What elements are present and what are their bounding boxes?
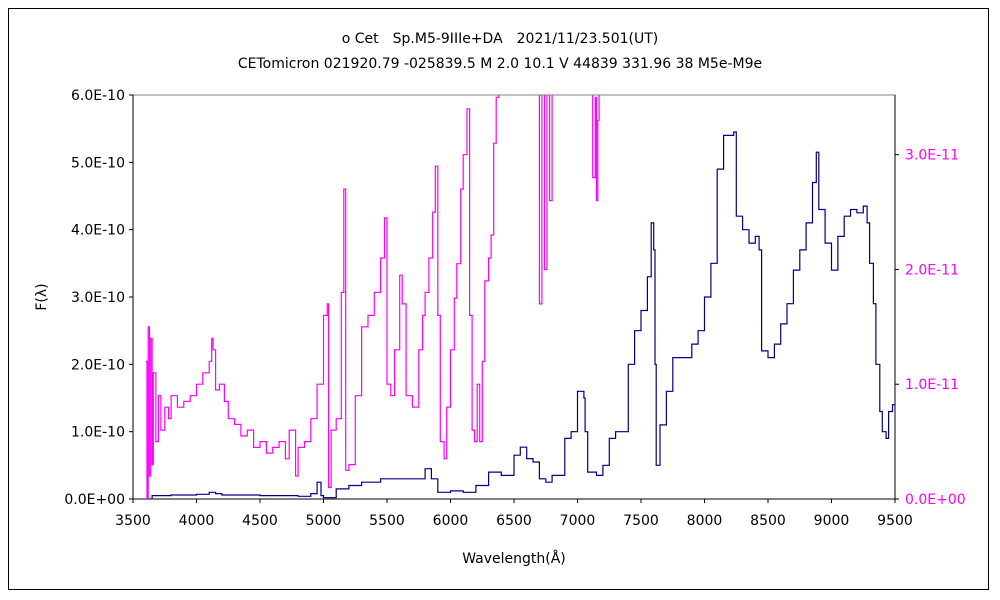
x-axis-label: Wavelength(Å) [462,550,566,567]
x-tick-label: 4500 [242,513,278,529]
y2-tick-label: 3.0E-11 [905,148,959,164]
y-tick-label: 5.0E-10 [71,155,125,171]
series-line-0 [148,131,895,499]
x-tick-label: 9500 [877,513,913,529]
y-axis-label: F(λ) [34,283,50,310]
x-tick-label: 3500 [115,513,151,529]
x-tick-label: 4000 [179,513,215,529]
plot-area [132,94,896,500]
y-tick-label: 4.0E-10 [71,223,125,239]
chart-frame [8,8,989,590]
x-tick-label: 7000 [560,513,596,529]
y-tick-label: 6.0E-10 [71,88,125,104]
x-tick-label: 8000 [687,513,723,529]
chart-subtitle: CETomicron 021920.79 -025839.5 M 2.0 10.… [237,56,763,72]
y-tick-label: 0.0E+00 [64,492,125,508]
x-tick-label: 9000 [814,513,850,529]
series-line-1 [145,95,600,499]
y-tick-label: 2.0E-10 [71,357,125,373]
y2-tick-label: 0.0E+00 [905,492,966,508]
y2-tick-label: 1.0E-11 [905,377,959,393]
y-tick-label: 3.0E-10 [71,290,125,306]
x-tick-label: 8500 [750,513,786,529]
x-tick-label: 6000 [433,513,469,529]
y-tick-label: 1.0E-10 [71,425,125,441]
x-tick-label: 7500 [623,513,659,529]
x-tick-label: 5000 [306,513,342,529]
x-tick-label: 5500 [369,513,405,529]
chart-title: ο Cet Sp.M5-9IIIe+DA 2021/11/23.501(UT) [341,31,659,47]
y2-tick-label: 2.0E-11 [905,262,959,278]
x-tick-label: 6500 [496,513,532,529]
